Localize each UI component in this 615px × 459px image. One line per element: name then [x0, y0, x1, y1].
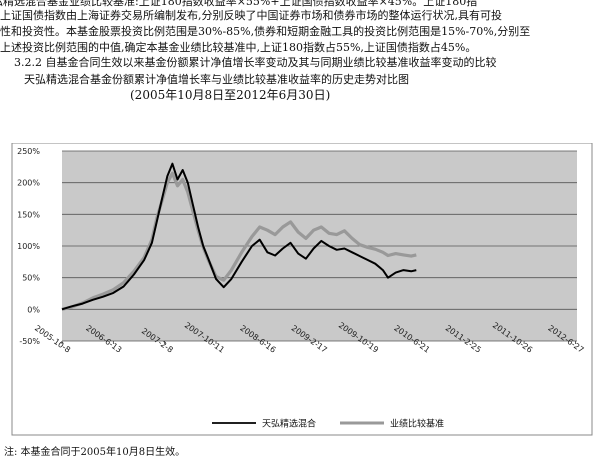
doc-line-1: 任天弘精选混合基金业绩比较基准:上证180指数收益率×55%+上证国债指数收益率…: [0, 0, 478, 8]
line-chart: -50%0%50%100%150%200%250% 2005-10-8 2006-…: [11, 142, 593, 436]
y-tick-label: -50%: [19, 337, 40, 346]
y-tick-label: 150%: [17, 210, 40, 219]
y-tick-labels: -50% 0% 50% 100% 150% 200% 250%: [17, 147, 40, 346]
chart-subtitle: (2005年10月8日至2012年6月30日): [130, 88, 331, 102]
legend-label: 业绩比较基准: [390, 418, 444, 430]
chart-frame: -50% 0% 50% 100% 150% 200% 250% 2005-10-8 2006-…: [0, 142, 615, 443]
y-tick-label: 50%: [22, 274, 40, 283]
series-line-benchmark: [61, 171, 417, 311]
section-heading: 3.2.2 自基金合同生效以来基金份额累计净值增长率变动及其与同期业绩比较基准收…: [14, 56, 497, 69]
y-tick-label: 200%: [17, 179, 40, 188]
doc-line-2: 上证国债指数由上海证券交易所编制发布,分别反映了中国证券市场和债券市场的整体运行…: [0, 9, 502, 22]
legend: 天弘精选混合 业绩比较基准: [212, 418, 444, 430]
series-layer: [61, 162, 417, 311]
grid-layer: [62, 150, 577, 342]
legend-label: 天弘精选混合: [262, 418, 316, 430]
chart-title: 天弘精选混合基金份额累计净值增长率与业绩比较基准收益率的历史走势对比图: [24, 73, 409, 86]
footer-note: 注: 本基金合同于2005年10月8日生效。: [4, 447, 186, 458]
doc-line-4: 上述投资比例范围的中值,确定本基金业绩比较基准中,上证180指数占55%,上证国…: [0, 41, 477, 54]
doc-line-3: 性和投资性。本基金股票投资比例范围是30%-85%,债券和短期金融工具的投资比例…: [0, 25, 531, 38]
series-line-fund: [61, 162, 417, 311]
y-tick-label: 250%: [17, 147, 40, 156]
y-tick-label: 0%: [27, 305, 40, 314]
y-tick-label: 100%: [17, 242, 40, 251]
